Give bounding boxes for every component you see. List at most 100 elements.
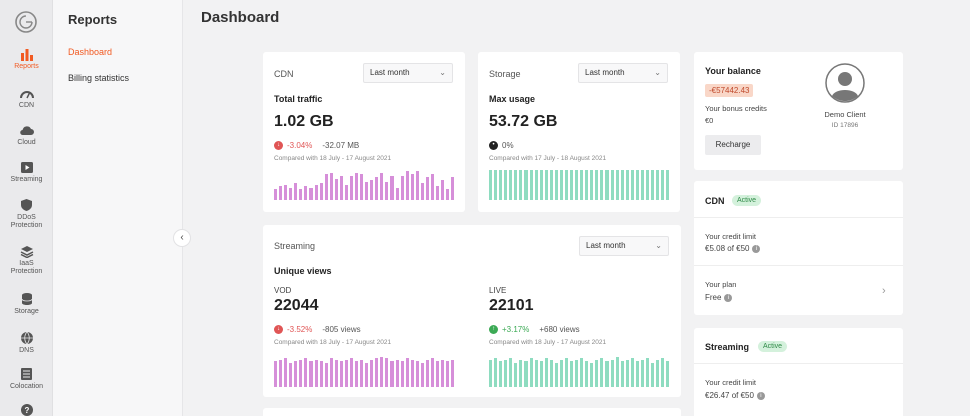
chart-bar	[390, 176, 394, 200]
metric-value: 1.02 GB	[274, 113, 334, 130]
chart-bar	[554, 363, 558, 387]
card-heading: Storage	[489, 69, 521, 79]
subnav-link-billing-statistics[interactable]: Billing statistics	[68, 73, 130, 83]
chart-bar	[334, 360, 338, 387]
rail-label: Protection	[10, 222, 43, 229]
chart-bar	[666, 361, 670, 387]
chart-bar	[590, 170, 594, 200]
chart-bar	[625, 360, 629, 387]
chart-bar	[319, 183, 323, 200]
period-select[interactable]: Last month ⌄	[579, 236, 669, 256]
chart-bar	[559, 360, 563, 387]
plan-title: Streaming	[705, 342, 750, 352]
rail-label: Streaming	[10, 176, 43, 183]
chart-bar	[274, 189, 278, 200]
metric-label: Max usage	[489, 94, 536, 104]
balance-card: Your balance -€57442.43 Your bonus credi…	[694, 52, 903, 170]
rail-item-storage[interactable]: Storage	[0, 292, 53, 316]
rail-item-dns[interactable]: DNS	[0, 331, 53, 355]
delta-row: • 0%	[489, 141, 514, 150]
chart-bar	[299, 360, 303, 387]
stack-icon	[20, 246, 33, 258]
chevron-down-icon: ⌄	[654, 68, 661, 77]
brand-logo-icon[interactable]	[14, 10, 38, 34]
chevron-right-icon[interactable]: ›	[882, 285, 886, 297]
next-card-partial	[263, 408, 681, 416]
delta-percent: -3.04%	[287, 141, 313, 150]
cdn-traffic-card: CDN Last month ⌄ Total traffic 1.02 GB ↓…	[263, 52, 465, 212]
rail-item-reports[interactable]: Reports	[0, 48, 53, 71]
dot-neutral-icon: •	[489, 141, 498, 150]
chart-bar	[274, 361, 278, 387]
icon-rail: Reports CDN Cloud Streaming DDoS Protect…	[0, 0, 53, 416]
chart-bar	[436, 361, 440, 387]
chart-bar	[590, 363, 594, 387]
period-select[interactable]: Last month ⌄	[578, 63, 668, 83]
rail-label: Cloud	[17, 139, 36, 146]
info-icon[interactable]: i	[752, 244, 761, 253]
live-delta-row: ↑ +3.17% +680 views	[489, 325, 580, 334]
rail-item-cloud[interactable]: Cloud	[0, 124, 53, 147]
chart-bar	[666, 170, 670, 200]
chart-bar	[400, 176, 404, 200]
recharge-button[interactable]: Recharge	[705, 135, 761, 155]
chart-bar	[294, 361, 298, 387]
help-icon: ?	[20, 404, 33, 416]
chart-bar	[529, 170, 533, 200]
chart-bar	[595, 170, 599, 200]
subnav-link-dashboard[interactable]: Dashboard	[68, 47, 113, 57]
chart-bar	[415, 361, 419, 387]
chart-bar	[656, 360, 660, 387]
collapse-sidebar-button[interactable]: ‹	[173, 229, 191, 247]
chart-bar	[605, 361, 609, 387]
chart-bar	[360, 360, 364, 387]
chart-bar	[324, 363, 328, 387]
rail-item-streaming[interactable]: Streaming	[0, 161, 53, 184]
chart-bar	[385, 182, 389, 200]
database-icon	[21, 293, 32, 305]
rail-item-help[interactable]: ?	[0, 403, 53, 416]
vod-bar-chart	[274, 355, 455, 387]
arrow-down-icon: ↓	[274, 141, 283, 150]
chart-bar	[441, 360, 445, 387]
compare-period: Compared with 18 July - 17 August 2021	[274, 339, 392, 346]
chart-bar	[395, 188, 399, 200]
status-badge: Active	[732, 195, 762, 206]
chart-bar	[630, 170, 634, 200]
chart-bar	[360, 174, 364, 200]
globe-icon	[20, 331, 33, 345]
shield-icon	[21, 199, 32, 211]
chart-bar	[309, 188, 313, 200]
chart-bar	[494, 170, 498, 200]
chart-bar	[585, 361, 589, 387]
chart-bar	[425, 360, 429, 387]
chevron-down-icon: ⌄	[439, 68, 446, 77]
arrow-down-icon: ↓	[274, 325, 283, 334]
info-icon[interactable]: i	[756, 391, 765, 400]
chevron-left-icon: ‹	[180, 232, 184, 243]
chart-bar	[559, 170, 563, 200]
period-select-value: Last month	[585, 68, 625, 77]
rail-item-ddos-protection[interactable]: DDoS Protection	[0, 198, 53, 230]
chart-bar	[640, 360, 644, 387]
period-select[interactable]: Last month ⌄	[363, 63, 453, 83]
chart-bar	[365, 363, 369, 387]
chart-bar	[375, 177, 379, 200]
rail-label: Protection	[10, 268, 43, 275]
chart-bar	[299, 189, 303, 200]
chart-bar	[549, 170, 553, 200]
rail-label: CDN	[18, 102, 35, 109]
avatar-icon[interactable]	[825, 63, 865, 103]
rail-item-iaas-protection[interactable]: IaaS Protection	[0, 245, 53, 276]
arrow-up-icon: ↑	[489, 325, 498, 334]
balance-title: Your balance	[705, 66, 761, 76]
chart-bar	[529, 358, 533, 387]
rail-item-cdn[interactable]: CDN	[0, 87, 53, 110]
chart-bar	[289, 363, 293, 387]
metric-label: Total traffic	[274, 94, 323, 104]
chart-bar	[279, 360, 283, 387]
chart-bar	[405, 171, 409, 200]
info-icon[interactable]: i	[724, 293, 733, 302]
rail-item-colocation[interactable]: Colocation	[0, 367, 53, 391]
chart-bar	[615, 170, 619, 200]
